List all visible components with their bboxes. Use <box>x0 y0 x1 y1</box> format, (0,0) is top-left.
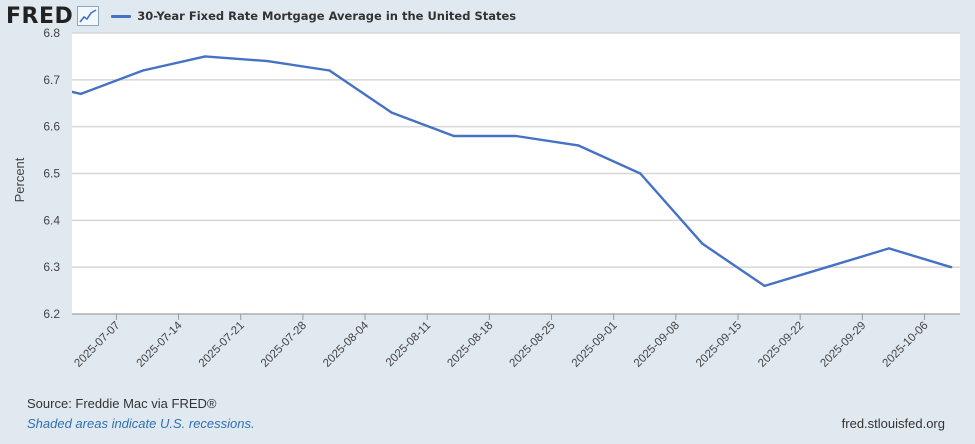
data-point <box>639 172 642 175</box>
data-point <box>514 134 518 138</box>
data-point <box>328 69 331 72</box>
x-tick-label: 2025-08-11 <box>384 320 433 369</box>
data-point <box>763 284 766 288</box>
x-tick-label: 2025-09-15 <box>694 320 744 370</box>
series-line <box>72 55 952 288</box>
x-tick-label: 2025-09-01 <box>570 320 620 370</box>
data-point <box>204 55 207 58</box>
x-tick-label: 2025-10-06 <box>881 320 931 370</box>
x-tick-label: 2025-09-29 <box>818 320 868 370</box>
x-tick-label: 2025-08-25 <box>508 320 558 370</box>
chart-header: FRED 30-Year Fixed Rate Mortgage Average… <box>6 2 516 30</box>
y-axis: 6.2 6.3 6.4 6.5 6.6 6.7 6.8 <box>43 26 60 321</box>
data-point <box>949 265 953 269</box>
data-point <box>390 111 393 114</box>
data-point <box>576 144 580 147</box>
x-tick-label: 2025-07-14 <box>135 319 186 370</box>
source-url[interactable]: fred.stlouisfed.org <box>841 416 945 431</box>
line-chart-icon <box>77 6 100 26</box>
source-text: Source: Freddie Mac via FRED® <box>27 396 217 411</box>
x-tick-label: 2025-08-04 <box>321 319 372 370</box>
y-tick-label: 6.6 <box>43 120 60 134</box>
fred-logo[interactable]: FRED <box>6 3 74 29</box>
x-tick-label: 2025-07-21 <box>197 320 247 370</box>
y-axis-label: Percent <box>12 157 27 202</box>
data-point <box>452 134 456 138</box>
legend-label: 30-Year Fixed Rate Mortgage Average in t… <box>137 9 517 23</box>
recession-note: Shaded areas indicate U.S. recessions. <box>27 416 255 431</box>
x-tick-label: 2025-09-08 <box>632 320 682 370</box>
legend-swatch <box>111 14 132 18</box>
data-point <box>266 59 269 63</box>
y-tick-label: 6.8 <box>43 26 60 40</box>
x-tick-label: 2025-07-07 <box>72 320 122 370</box>
y-tick-label: 6.2 <box>43 307 60 321</box>
x-tick-label: 2025-07-28 <box>259 320 309 370</box>
legend: 30-Year Fixed Rate Mortgage Average in t… <box>111 9 516 23</box>
x-tick-label: 2025-09-22 <box>756 320 806 370</box>
data-point <box>701 242 704 245</box>
y-tick-label: 6.3 <box>43 260 60 274</box>
y-tick-label: 6.7 <box>43 73 60 87</box>
data-point <box>141 69 145 72</box>
y-tick-label: 6.5 <box>43 167 60 181</box>
x-tick-label: 2025-08-18 <box>445 320 495 370</box>
data-point <box>79 92 83 96</box>
x-axis: 2025-07-07 2025-07-14 2025-07-21 2025-07-28… <box>72 313 960 370</box>
data-point <box>825 265 828 269</box>
data-point <box>887 247 891 250</box>
y-tick-label: 6.4 <box>43 213 60 227</box>
series-group <box>72 55 953 288</box>
